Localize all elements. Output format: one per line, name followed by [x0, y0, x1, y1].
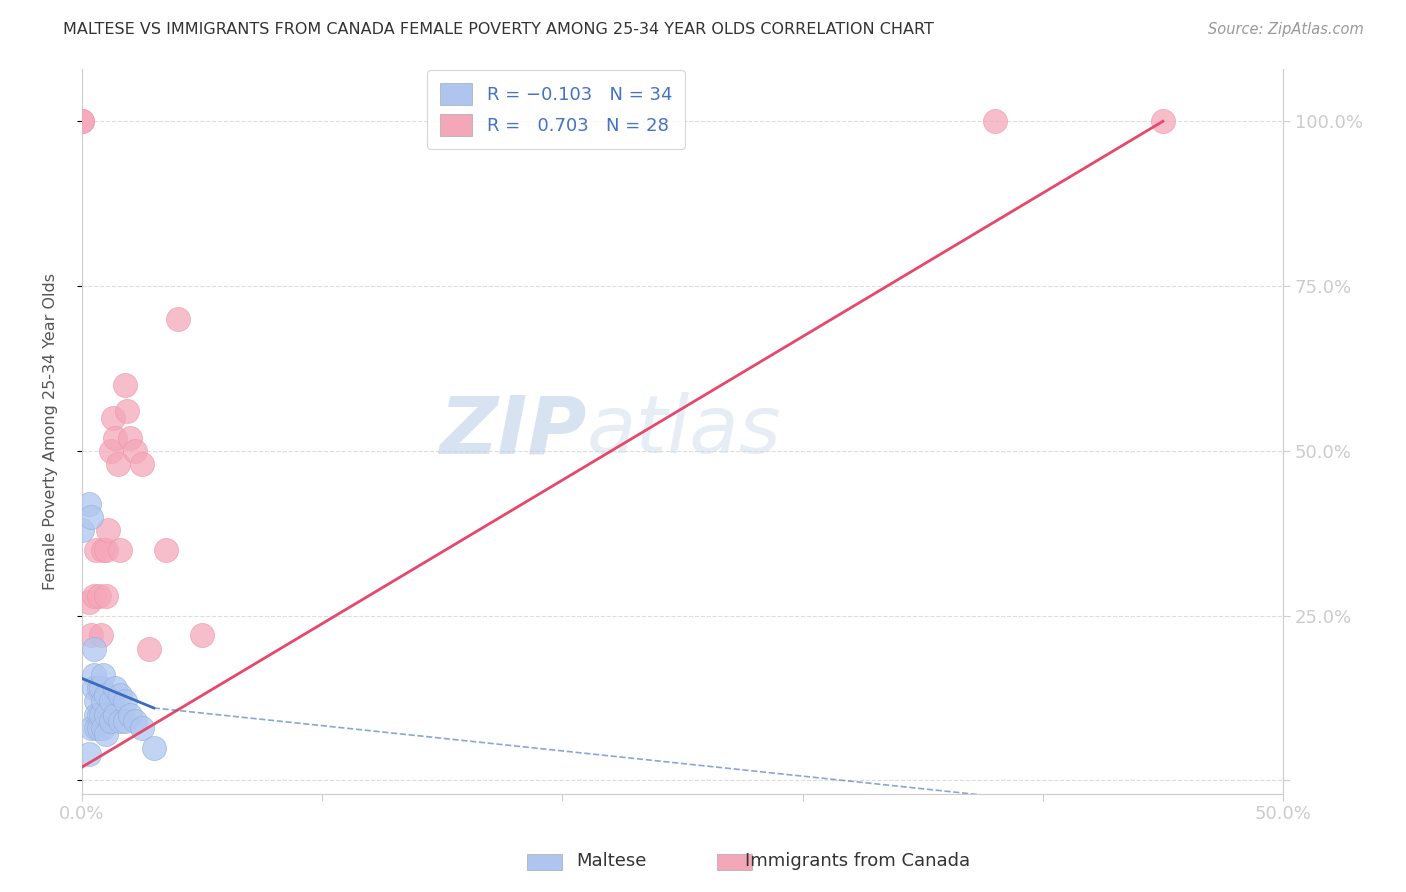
Point [94, 727, 117, 741]
Point [93, 721, 115, 735]
Point [118, 707, 141, 722]
Point [114, 694, 136, 708]
Point [107, 457, 129, 471]
Point [114, 714, 136, 728]
Point [93, 668, 115, 682]
Point [83, 681, 105, 696]
Point [90, 628, 112, 642]
Point [87, 707, 110, 722]
Point [166, 312, 188, 326]
Point [77, 747, 100, 761]
Text: ZIP: ZIP [439, 392, 586, 470]
Point [138, 641, 160, 656]
Legend: R = −0.103   N = 34, R =   0.703   N = 28: R = −0.103 N = 34, R = 0.703 N = 28 [427, 70, 685, 149]
Point [70, 523, 93, 537]
Point [1152, 114, 1174, 128]
Text: Maltese: Maltese [576, 852, 647, 870]
Point [70, 114, 93, 128]
Point [83, 641, 105, 656]
Point [93, 542, 115, 557]
Point [70, 114, 93, 128]
Point [100, 694, 122, 708]
Point [124, 443, 146, 458]
Point [104, 431, 127, 445]
Text: atlas: atlas [586, 392, 782, 470]
Point [191, 628, 214, 642]
Point [84, 721, 107, 735]
Point [142, 740, 165, 755]
Point [94, 688, 117, 702]
Point [87, 589, 110, 603]
Point [80, 721, 103, 735]
Point [108, 714, 131, 728]
Point [90, 681, 112, 696]
Point [77, 497, 100, 511]
Point [155, 542, 177, 557]
Point [84, 542, 107, 557]
Text: Source: ZipAtlas.com: Source: ZipAtlas.com [1208, 22, 1364, 37]
Point [93, 694, 115, 708]
Point [118, 431, 141, 445]
Point [100, 443, 122, 458]
Point [104, 707, 127, 722]
Point [117, 404, 139, 418]
Point [984, 114, 1007, 128]
Point [124, 714, 146, 728]
Point [114, 378, 136, 392]
Point [97, 523, 120, 537]
Point [131, 721, 153, 735]
Point [101, 411, 124, 425]
Text: Immigrants from Canada: Immigrants from Canada [745, 852, 970, 870]
Point [83, 589, 105, 603]
Y-axis label: Female Poverty Among 25-34 Year Olds: Female Poverty Among 25-34 Year Olds [44, 273, 58, 590]
Text: MALTESE VS IMMIGRANTS FROM CANADA FEMALE POVERTY AMONG 25-34 YEAR OLDS CORRELATI: MALTESE VS IMMIGRANTS FROM CANADA FEMALE… [63, 22, 934, 37]
Point [104, 681, 127, 696]
Point [108, 688, 131, 702]
Point [131, 457, 153, 471]
Point [94, 707, 117, 722]
Point [87, 681, 110, 696]
Point [84, 707, 107, 722]
Point [94, 542, 117, 557]
Point [80, 509, 103, 524]
Point [77, 595, 100, 609]
Point [100, 714, 122, 728]
Point [87, 721, 110, 735]
Point [83, 668, 105, 682]
Point [84, 694, 107, 708]
Point [80, 628, 103, 642]
Point [108, 542, 131, 557]
Point [94, 589, 117, 603]
Point [90, 707, 112, 722]
